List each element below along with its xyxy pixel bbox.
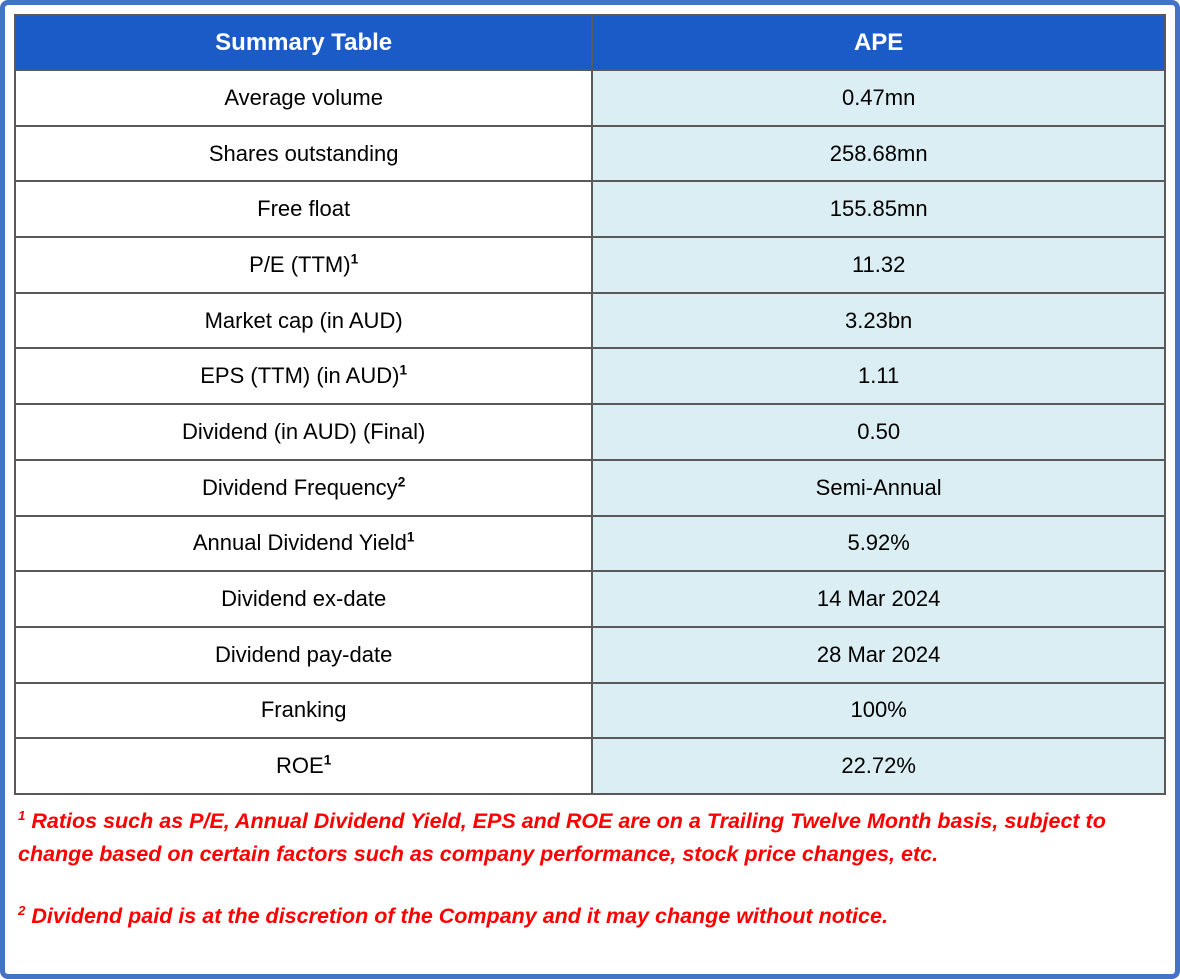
ape-header-cell: APE xyxy=(591,14,1166,71)
row-value: 0.50 xyxy=(591,403,1166,461)
superscript-marker: 2 xyxy=(397,474,406,490)
row-value: 3.23bn xyxy=(591,291,1166,350)
superscript-marker: 1 xyxy=(406,530,415,546)
table-header-row: Summary Table APE xyxy=(13,14,1166,71)
superscript-marker: 1 xyxy=(399,362,408,378)
table-row: Dividend ex-date 14 Mar 2024 xyxy=(13,570,1166,628)
superscript-marker: 1 xyxy=(323,752,332,768)
row-value: 155.85mn xyxy=(591,180,1166,239)
summary-table: Summary Table APE Average volume 0.47mn … xyxy=(13,14,1166,795)
row-value: 14 Mar 2024 xyxy=(591,570,1166,628)
row-label: Dividend pay-date xyxy=(13,625,594,684)
footnote-2-marker: 2 xyxy=(18,902,26,918)
row-value: Semi-Annual xyxy=(591,458,1166,517)
table-row: Annual Dividend Yield1 5.92% xyxy=(13,514,1166,573)
table-row: Market cap (in AUD) 3.23bn xyxy=(13,291,1166,350)
footnote-1-marker: 1 xyxy=(18,807,26,823)
row-label: Dividend (in AUD) (Final) xyxy=(13,403,594,461)
table-row: P/E (TTM)1 11.32 xyxy=(13,236,1166,294)
table-row: Dividend (in AUD) (Final) 0.50 xyxy=(13,403,1166,461)
footnote-1-text: Ratios such as P/E, Annual Dividend Yiel… xyxy=(18,808,1106,867)
row-value: 258.68mn xyxy=(591,124,1166,183)
footnote-1: 1 Ratios such as P/E, Annual Dividend Yi… xyxy=(18,805,1162,872)
table-row: ROE1 22.72% xyxy=(13,737,1166,795)
row-value: 0.47mn xyxy=(591,69,1166,127)
table-row: Shares outstanding 258.68mn xyxy=(13,124,1166,183)
row-label: Annual Dividend Yield1 xyxy=(13,514,594,573)
superscript-marker: 1 xyxy=(350,251,359,267)
row-value: 11.32 xyxy=(591,236,1166,294)
row-label: Market cap (in AUD) xyxy=(13,291,594,350)
row-value: 100% xyxy=(591,681,1166,740)
row-value: 5.92% xyxy=(591,514,1166,573)
table-row: Free float 155.85mn xyxy=(13,180,1166,239)
row-value: 1.11 xyxy=(591,347,1166,406)
row-label: Shares outstanding xyxy=(13,124,594,183)
row-label: Dividend Frequency2 xyxy=(13,458,594,517)
row-label: Dividend ex-date xyxy=(13,570,594,628)
table-row: EPS (TTM) (in AUD)1 1.11 xyxy=(13,347,1166,406)
row-label: P/E (TTM)1 xyxy=(13,236,594,294)
table-row: Dividend Frequency2 Semi-Annual xyxy=(13,458,1166,517)
row-label: EPS (TTM) (in AUD)1 xyxy=(13,347,594,406)
table-row: Franking 100% xyxy=(13,681,1166,740)
table-row: Dividend pay-date 28 Mar 2024 xyxy=(13,625,1166,684)
row-label: Free float xyxy=(13,180,594,239)
summary-table-header-cell: Summary Table xyxy=(13,14,594,71)
row-value: 22.72% xyxy=(591,737,1166,795)
table-row: Average volume 0.47mn xyxy=(13,69,1166,127)
row-value: 28 Mar 2024 xyxy=(591,625,1166,684)
row-label: Average volume xyxy=(13,69,594,127)
footnote-2: 2 Dividend paid is at the discretion of … xyxy=(18,900,1162,933)
footnote-2-text: Dividend paid is at the discretion of th… xyxy=(31,903,888,928)
footnotes-section: 1 Ratios such as P/E, Annual Dividend Yi… xyxy=(14,795,1166,933)
row-label: ROE1 xyxy=(13,737,594,795)
row-label: Franking xyxy=(13,681,594,740)
